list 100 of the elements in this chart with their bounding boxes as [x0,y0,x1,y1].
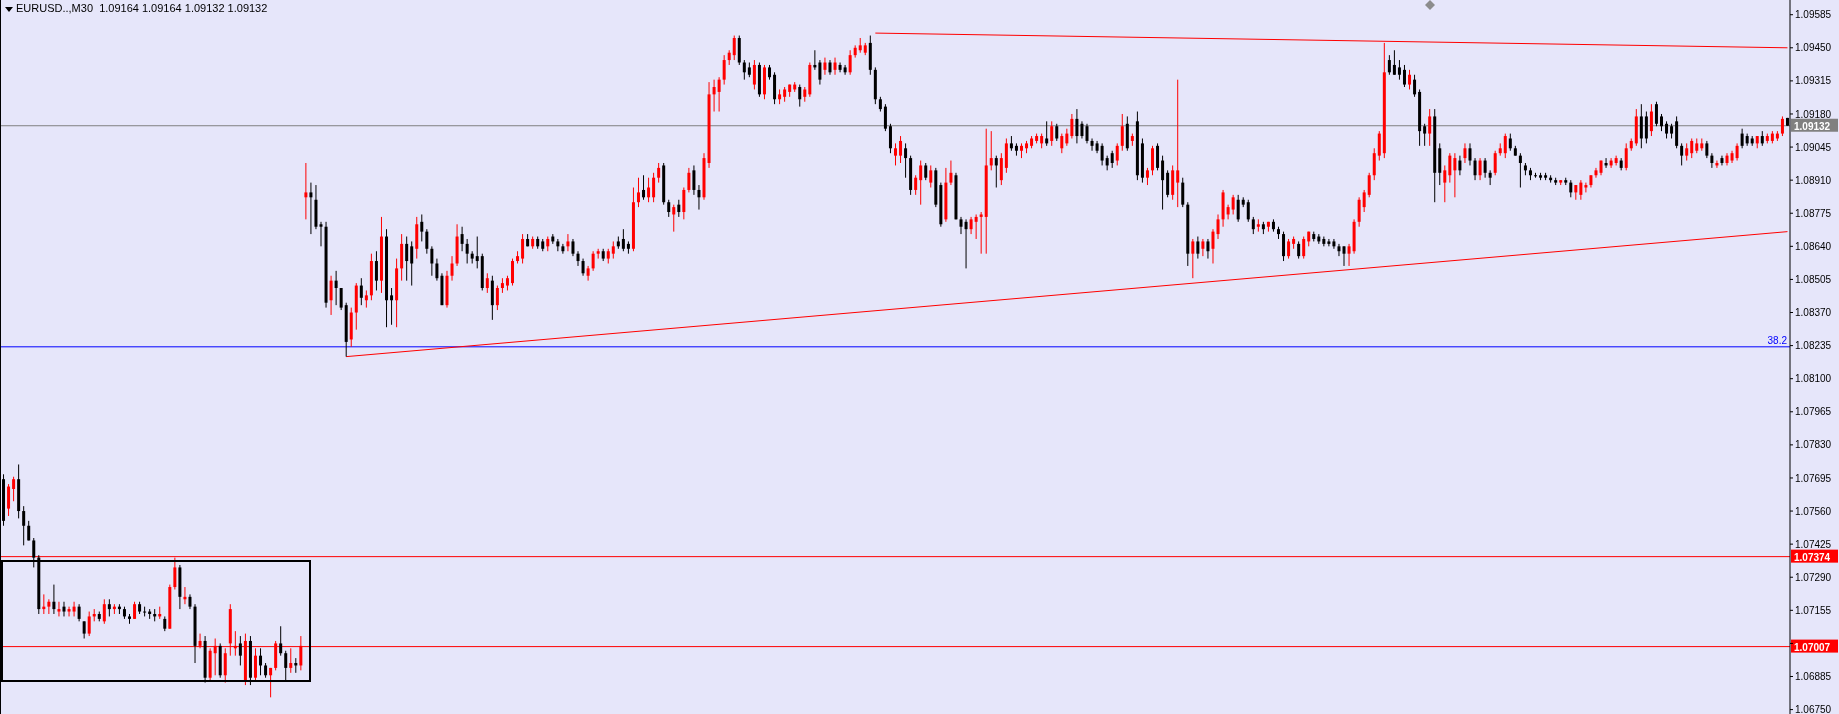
candlestick [843,64,847,76]
y-tick-label: 1.08910 [1795,174,1832,186]
candlestick [1387,54,1391,76]
chart-title: EURUSD..,M30 1.09164 1.09164 1.09132 1.09132 [16,2,268,14]
candlestick [929,164,933,189]
candlestick [102,598,106,625]
candlestick [1327,238,1331,247]
candlestick [959,216,963,235]
candlestick [647,177,651,203]
candlestick [1045,120,1049,147]
candlestick [742,59,746,81]
candlestick [1448,152,1452,184]
candlestick [425,228,429,255]
y-tick-label: 1.07290 [1795,571,1832,583]
candlestick [1201,238,1205,257]
candlestick [359,277,363,306]
candlestick [1473,157,1477,181]
candlestick [556,238,560,252]
candlestick [1337,243,1341,257]
candlestick [1085,123,1089,144]
candlestick [52,584,56,615]
candlestick [1710,152,1714,169]
candlestick [1236,194,1240,223]
candlestick [7,483,11,517]
y-tick-label: 1.08640 [1795,240,1832,252]
candlestick [561,243,565,255]
candlestick [687,167,691,193]
candlestick [460,226,464,252]
candlestick [722,54,726,86]
candlestick [1644,111,1648,144]
candlestick [1402,64,1406,88]
y-tick-label: 1.08775 [1795,207,1832,219]
candlestick [1740,128,1744,149]
candlestick [1216,213,1220,240]
y-tick-label: 1.07425 [1795,538,1832,550]
candlestick [818,59,822,86]
candlestick [848,49,852,76]
candlestick [1624,142,1628,171]
candlestick [405,236,409,282]
y-tick-label: 1.07965 [1795,406,1832,418]
candlestick [465,238,469,264]
candlestick [57,601,61,617]
candlestick [1246,199,1250,223]
candlestick [62,601,66,617]
y-tick-label: 1.07695 [1795,472,1832,484]
y-tick-label: 1.09045 [1795,141,1832,153]
candlestick [309,182,313,235]
candlestick [999,152,1003,186]
candlestick [919,160,923,206]
candlestick [1392,49,1396,76]
candlestick [1397,59,1401,81]
candlestick [1649,103,1653,137]
candlestick [279,625,283,657]
candlestick [374,250,378,291]
candlestick [435,258,439,282]
candlestick [475,236,479,269]
candlestick [989,130,993,171]
y-tick-label: 1.07830 [1795,439,1832,451]
candlestick [1654,101,1658,127]
candlestick [1362,189,1366,213]
candlestick [1347,243,1351,267]
candlestick [1231,194,1235,215]
candlestick [32,537,36,568]
candlestick [576,250,580,267]
candlestick [319,221,323,247]
y-tick-label: 1.08100 [1795,373,1832,385]
candlestick [1468,142,1472,166]
candlestick [1161,155,1165,211]
y-tick-label: 1.08505 [1795,273,1832,285]
candlestick [712,79,716,113]
candlestick [259,647,263,676]
candlestick [1282,231,1286,262]
candlestick [1226,204,1230,220]
candlestick [1680,142,1684,166]
candlestick [1377,130,1381,162]
candlestick [586,265,590,282]
candlestick [1115,142,1119,166]
candlestick [430,245,434,277]
candlestick [642,174,646,201]
candlestick [1408,69,1412,90]
candlestick [67,606,71,617]
candlestick [1372,147,1376,181]
candlestick [1503,133,1507,159]
candlestick [1196,236,1200,260]
ref-line-label: 1.07374 [1794,551,1831,563]
candlestick [1478,157,1482,181]
candlestick [334,270,338,306]
candlestick [621,228,625,252]
y-tick-label: 1.09585 [1795,9,1832,21]
candlestick [1780,115,1784,137]
candlestick [1120,113,1124,152]
candlestick [1342,245,1346,267]
candlestick [1206,238,1210,260]
candlestick [1428,108,1432,147]
candlestick [87,611,91,637]
ref-line-label: 1.09132 [1794,120,1831,132]
candlestick [652,172,656,203]
candlestick [914,174,918,196]
y-tick-label: 1.08370 [1795,307,1832,319]
candlestick [1367,172,1371,198]
